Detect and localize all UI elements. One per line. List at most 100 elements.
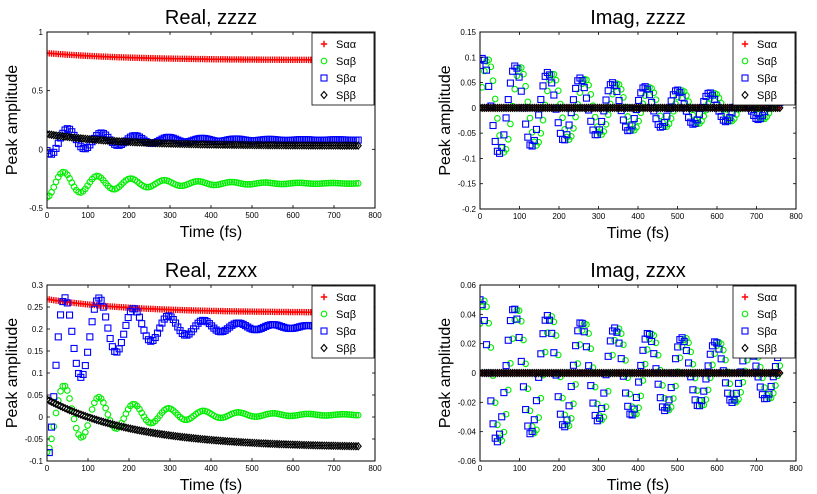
data-point	[298, 411, 306, 418]
data-point	[693, 387, 701, 394]
data-point	[611, 324, 619, 332]
data-point	[153, 429, 162, 438]
data-point	[706, 350, 714, 358]
data-point	[239, 437, 247, 447]
data-point	[769, 389, 777, 397]
data-point	[758, 112, 766, 120]
data-point	[244, 323, 252, 331]
data-point	[169, 315, 177, 324]
data-point	[104, 418, 112, 428]
data-point	[271, 180, 279, 187]
data-point	[652, 339, 660, 347]
data-point	[635, 404, 642, 412]
x-tick-label: 200	[552, 464, 566, 473]
legend-marker	[320, 74, 328, 82]
data-point	[617, 85, 625, 93]
data-point	[321, 180, 328, 187]
legend-marker	[741, 74, 749, 82]
data-point	[212, 181, 220, 189]
data-point	[345, 411, 353, 418]
data-point	[251, 413, 258, 420]
data-point	[266, 179, 274, 187]
data-point	[350, 411, 358, 419]
data-point	[158, 177, 166, 184]
legend-marker	[741, 310, 749, 318]
data-point	[309, 180, 317, 188]
data-point	[330, 179, 337, 187]
data-point	[156, 324, 164, 332]
data-point	[507, 359, 514, 367]
data-point	[545, 71, 554, 79]
data-point	[554, 119, 562, 127]
chart-real-zzxx: Real, zzxx 0 100 200 300 400 500 600 700 800 -0.1 -…	[4, 260, 382, 494]
data-point	[537, 129, 545, 137]
data-point	[717, 112, 725, 121]
data-point	[104, 324, 112, 332]
legend-marker	[320, 343, 328, 353]
data-point	[509, 335, 516, 343]
data-point	[110, 136, 119, 146]
legend-marker	[741, 343, 749, 353]
data-point	[122, 423, 130, 432]
data-point	[137, 426, 146, 436]
data-point	[298, 179, 306, 187]
data-point	[639, 377, 647, 384]
legend-entry: Sαβ	[336, 56, 356, 68]
data-point	[604, 387, 612, 395]
data-point	[567, 133, 575, 140]
data-point	[147, 428, 155, 437]
data-point	[63, 299, 71, 307]
x-tick-label: 300	[592, 212, 606, 221]
data-point	[700, 112, 708, 120]
data-point	[81, 145, 89, 153]
data-point	[178, 329, 186, 337]
x-tick-label: 800	[368, 464, 382, 473]
data-point	[715, 345, 723, 353]
data-point	[117, 137, 126, 146]
data-point	[95, 135, 103, 145]
data-point	[214, 436, 223, 445]
data-point	[343, 180, 351, 187]
data-point	[504, 96, 512, 104]
data-point	[511, 62, 519, 70]
data-point	[563, 416, 571, 424]
data-point	[207, 435, 216, 445]
data-point	[341, 180, 349, 187]
data-point	[609, 351, 616, 359]
data-point	[726, 396, 734, 404]
data-point	[522, 82, 529, 90]
data-point	[153, 329, 162, 337]
data-point	[234, 437, 243, 447]
data-point	[598, 117, 606, 126]
data-point	[654, 351, 662, 359]
data-point	[724, 389, 732, 397]
data-point	[732, 389, 740, 397]
data-point	[496, 430, 504, 438]
data-point	[120, 330, 128, 338]
data-point	[144, 336, 153, 344]
x-tick-label: 600	[286, 464, 300, 473]
data-point	[119, 422, 128, 432]
data-point	[273, 180, 281, 188]
data-point	[767, 382, 775, 391]
data-point	[582, 94, 591, 102]
data-point	[658, 403, 667, 411]
data-point	[550, 91, 558, 99]
data-point	[502, 362, 510, 370]
data-point	[205, 320, 213, 328]
data-point	[482, 66, 491, 74]
data-point	[511, 305, 519, 313]
data-point	[289, 179, 297, 187]
data-point	[685, 339, 692, 347]
data-point	[203, 318, 211, 326]
data-point	[504, 336, 512, 344]
data-point	[526, 430, 534, 438]
data-point	[665, 396, 673, 404]
data-point	[617, 355, 625, 363]
data-point	[108, 136, 117, 146]
data-point	[183, 433, 191, 442]
data-point	[185, 433, 193, 443]
legend-entry: Sαα	[336, 292, 357, 304]
data-point	[185, 330, 193, 338]
